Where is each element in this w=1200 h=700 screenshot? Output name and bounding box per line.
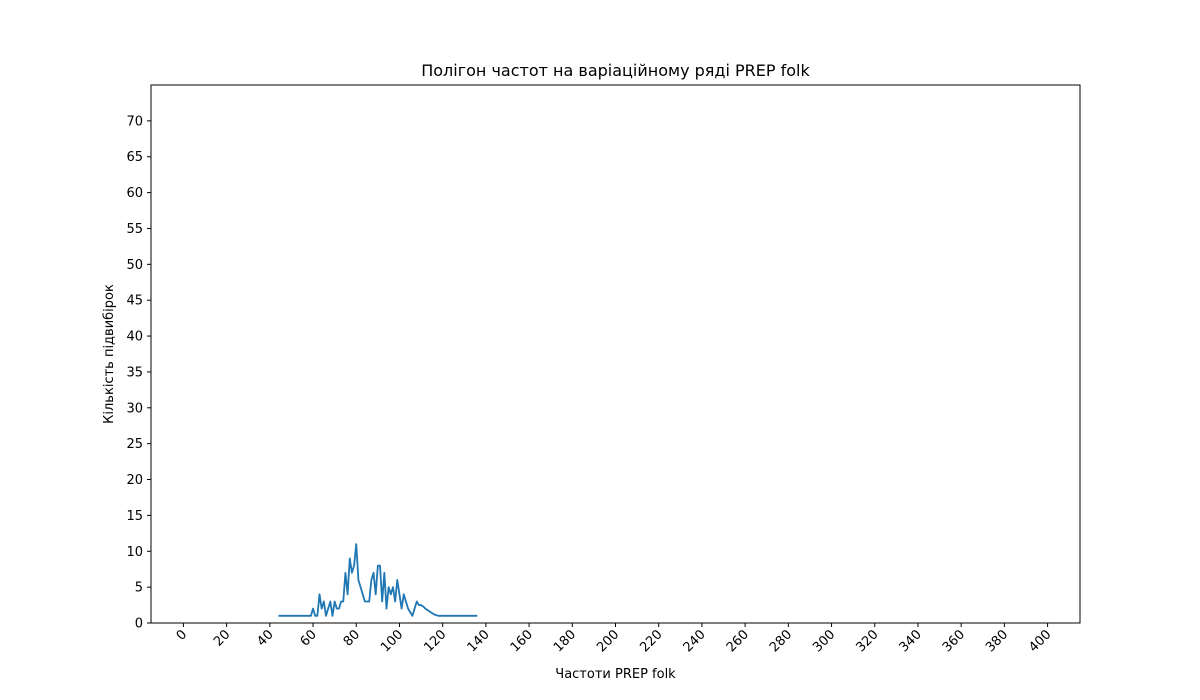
x-tick-label: 300 (810, 627, 838, 655)
y-tick-label: 35 (126, 365, 143, 380)
y-tick-label: 20 (126, 473, 143, 488)
x-tick-label: 320 (853, 627, 881, 655)
x-tick-label: 0 (174, 627, 190, 643)
x-axis-ticks: 0 20 40 60 80 100 120 140 160 180 200 220 240 260 280 3… (174, 623, 1054, 655)
series-line (278, 543, 478, 617)
x-axis-title: Частоти PREP folk (555, 667, 676, 682)
x-tick-label: 240 (681, 627, 709, 655)
y-axis-ticks: 0 5 10 15 20 25 30 35 40 45 50 55 60 65 70 (126, 114, 151, 632)
x-tick-label: 140 (465, 627, 493, 655)
y-axis-title: Кількість підвибірок (102, 284, 117, 424)
y-tick-label: 40 (126, 330, 143, 345)
y-tick-label: 30 (126, 401, 143, 416)
plot-area (151, 85, 1080, 623)
y-tick-label: 65 (126, 150, 143, 165)
x-tick-label: 20 (211, 627, 233, 649)
x-tick-label: 40 (254, 627, 276, 649)
x-tick-label: 380 (983, 627, 1011, 655)
x-tick-label: 180 (551, 627, 579, 655)
x-tick-label: 340 (897, 627, 925, 655)
plot-frame (150, 84, 1081, 624)
x-tick-label: 80 (341, 627, 363, 649)
x-tick-label: 220 (637, 627, 665, 655)
x-tick-label: 360 (940, 627, 968, 655)
x-tick-label: 400 (1026, 627, 1054, 655)
y-tick-label: 55 (126, 222, 143, 237)
y-tick-label: 15 (126, 509, 143, 524)
x-tick-label: 260 (724, 627, 752, 655)
x-tick-label: 160 (508, 627, 536, 655)
x-tick-label: 200 (594, 627, 622, 655)
x-tick-label: 280 (767, 627, 795, 655)
x-tick-label: 100 (378, 627, 406, 655)
x-tick-label: 120 (421, 627, 449, 655)
y-tick-label: 70 (126, 114, 143, 129)
y-tick-label: 5 (135, 581, 143, 596)
series-layer (278, 543, 478, 617)
y-tick-label: 10 (126, 545, 143, 560)
chart-title: Полігон частот на варіаційному ряді PREP… (421, 61, 810, 80)
y-tick-label: 0 (135, 617, 143, 632)
x-tick-label: 60 (298, 627, 320, 649)
y-tick-label: 25 (126, 437, 143, 452)
y-tick-label: 60 (126, 186, 143, 201)
y-tick-label: 45 (126, 294, 143, 309)
y-tick-label: 50 (126, 258, 143, 273)
